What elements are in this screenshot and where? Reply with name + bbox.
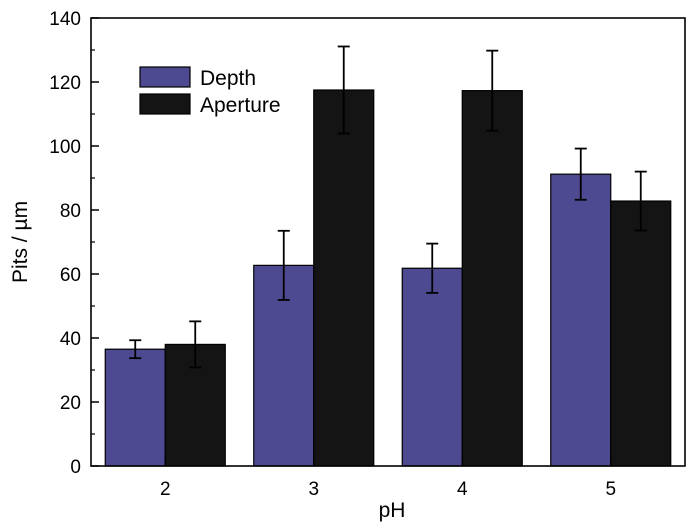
error-bars-layer xyxy=(129,45,647,369)
x-axis: 2 3 4 5 xyxy=(160,459,616,500)
y-tick-label-40: 40 xyxy=(60,329,81,350)
y-tick-label-60: 60 xyxy=(60,265,81,286)
x-tick-label-2: 2 xyxy=(160,479,171,500)
bar-aperture-ph-5 xyxy=(610,200,672,467)
y-tick-label-100: 100 xyxy=(49,137,81,158)
bars-layer xyxy=(104,89,672,467)
y-tick-label-0: 0 xyxy=(70,457,81,478)
x-tick-label-5: 5 xyxy=(605,479,616,500)
bar-depth-ph-4 xyxy=(401,267,463,467)
y-tick-label-120: 120 xyxy=(49,73,81,94)
bar-aperture-ph-4 xyxy=(461,90,523,467)
legend-label-aperture: Aperture xyxy=(200,94,281,117)
bar-depth-ph-5 xyxy=(550,173,612,467)
y-tick-label-20: 20 xyxy=(60,393,81,414)
y-axis-title: Pits / µm xyxy=(9,201,32,283)
bar-aperture-ph-3 xyxy=(313,89,375,467)
y-tick-label-140: 140 xyxy=(49,9,81,30)
legend-swatch-depth xyxy=(139,66,191,88)
y-tick-label-80: 80 xyxy=(60,201,81,222)
legend-swatch-aperture xyxy=(139,93,191,115)
y-axis: 0 20 40 60 80 100 120 140 xyxy=(49,9,99,478)
bar-depth-ph-2 xyxy=(104,348,166,467)
legend-label-depth: Depth xyxy=(200,67,256,90)
x-axis-title: pH xyxy=(379,499,406,522)
x-tick-label-3: 3 xyxy=(308,479,319,500)
legend: Depth Aperture xyxy=(139,66,281,117)
x-tick-label-4: 4 xyxy=(457,479,468,500)
